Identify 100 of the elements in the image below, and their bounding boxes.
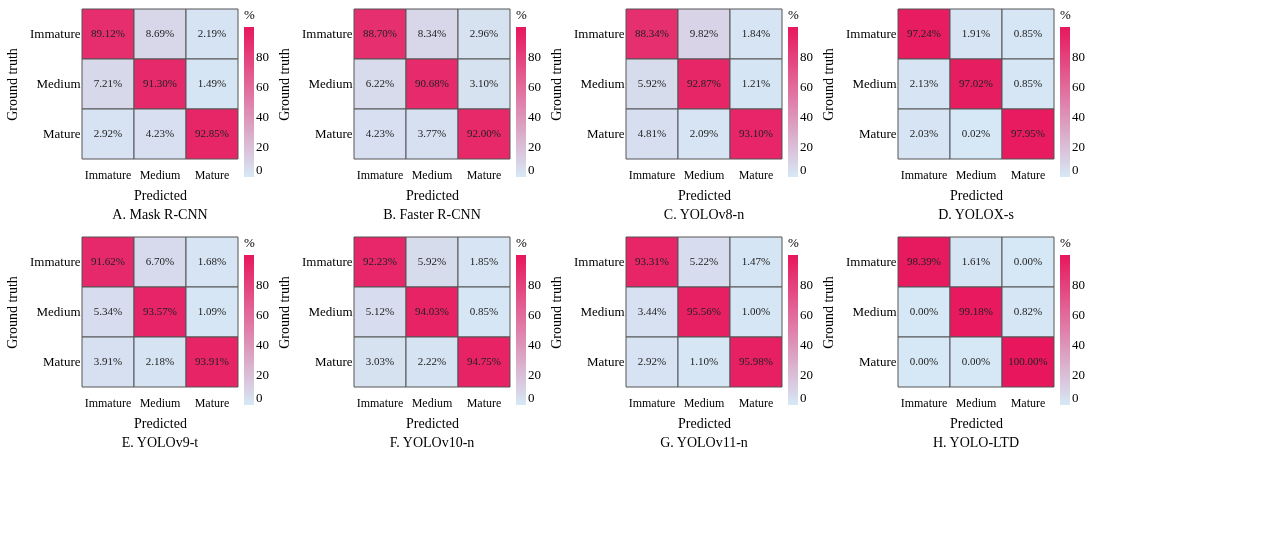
x-tick-label: Immature bbox=[900, 395, 948, 410]
data-label: 92.23% bbox=[363, 255, 397, 267]
data-label: 0.85% bbox=[1013, 77, 1043, 89]
y-tick-label: Immature bbox=[573, 26, 625, 41]
x-tick-label: Immature bbox=[628, 167, 676, 182]
text: G. YOLOv11-n bbox=[660, 435, 748, 450]
data-label: 97.95% bbox=[1011, 127, 1045, 139]
y-tick-label: Immature bbox=[301, 254, 353, 269]
y-tick-label: Medium bbox=[308, 76, 353, 91]
x-tick-label: Mature bbox=[466, 395, 502, 410]
data-label: 94.75% bbox=[467, 355, 501, 367]
data-label: 0.85% bbox=[1013, 27, 1043, 39]
x-tick-label: Mature bbox=[738, 167, 774, 182]
color-bar-label: 0 bbox=[528, 390, 535, 405]
data-label: 4.81% bbox=[637, 127, 667, 139]
text: A. Mask R-CNN bbox=[112, 207, 208, 222]
x-tick-label: Immature bbox=[84, 167, 132, 182]
data-label: 0.82% bbox=[1013, 305, 1043, 317]
y-tick-label: Medium bbox=[308, 304, 353, 319]
x-tick-label: Mature bbox=[194, 167, 230, 182]
x-tick-label: Medium bbox=[683, 395, 725, 410]
data-label: 93.10% bbox=[739, 127, 773, 139]
color-bar-label: 80 bbox=[800, 49, 813, 64]
data-label: 2.18% bbox=[145, 355, 175, 367]
color-bar-label: 60 bbox=[256, 79, 269, 94]
x-tick-label: Mature bbox=[466, 167, 502, 182]
color-bar-title: % bbox=[244, 235, 255, 250]
text: F. YOLOv10-n bbox=[389, 435, 475, 450]
data-label: 1.10% bbox=[689, 355, 719, 367]
data-label: 5.92% bbox=[417, 255, 447, 267]
color-bar-label: 60 bbox=[256, 307, 269, 322]
color-bar-label: 80 bbox=[1072, 49, 1085, 64]
data-label: 2.22% bbox=[417, 355, 447, 367]
x-axis-title: Predicted bbox=[950, 415, 1003, 431]
color-bar-label: 80 bbox=[800, 277, 813, 292]
data-label: 100.00% bbox=[1008, 355, 1048, 367]
color-bar-label: 80 bbox=[528, 277, 541, 292]
y-axis-title: Ground truth bbox=[548, 276, 564, 349]
data-label: 94.03% bbox=[415, 305, 449, 317]
data-label: 5.34% bbox=[93, 305, 123, 317]
data-label: 99.18% bbox=[959, 305, 993, 317]
x-tick-label: Mature bbox=[738, 395, 774, 410]
data-label: 3.77% bbox=[417, 127, 447, 139]
x-tick-label: Medium bbox=[411, 167, 453, 182]
data-label: 0.00% bbox=[1013, 255, 1043, 267]
data-label: 98.39% bbox=[907, 255, 941, 267]
color-bar-label: 40 bbox=[800, 109, 813, 124]
color-bar-title: % bbox=[244, 7, 255, 22]
color-bar-label: 20 bbox=[256, 139, 269, 154]
x-axis-title: Predicted bbox=[678, 415, 731, 431]
x-tick-label: Medium bbox=[411, 395, 453, 410]
color-bar-label: 40 bbox=[528, 109, 541, 124]
color-bar-label: 40 bbox=[800, 337, 813, 352]
color-bar-label: 0 bbox=[800, 162, 807, 177]
color-bar-label: 0 bbox=[1072, 162, 1079, 177]
y-tick-label: Medium bbox=[580, 76, 625, 91]
color-bar-label: 0 bbox=[528, 162, 535, 177]
y-axis-title: Ground truth bbox=[4, 276, 20, 349]
color-bar-label: 40 bbox=[256, 337, 269, 352]
x-tick-label: Medium bbox=[139, 395, 181, 410]
data-label: 2.03% bbox=[909, 127, 939, 139]
data-label: 97.24% bbox=[907, 27, 941, 39]
color-bar-label: 0 bbox=[256, 162, 263, 177]
x-axis-title: Predicted bbox=[406, 187, 459, 203]
color-bar-label: 40 bbox=[1072, 337, 1085, 352]
color-bar-title: % bbox=[516, 235, 527, 250]
text: H. YOLO-LTD bbox=[932, 435, 1020, 450]
data-label: 97.02% bbox=[959, 77, 993, 89]
y-tick-label: Immature bbox=[301, 26, 353, 41]
y-axis-title: Ground truth bbox=[548, 48, 564, 121]
y-tick-label: Mature bbox=[42, 354, 81, 369]
y-tick-label: Immature bbox=[845, 254, 897, 269]
y-tick-label: Immature bbox=[29, 254, 81, 269]
data-label: 1.00% bbox=[741, 305, 771, 317]
y-tick-label: Medium bbox=[852, 76, 897, 91]
data-label: 3.03% bbox=[365, 355, 395, 367]
data-label: 1.85% bbox=[469, 255, 499, 267]
y-tick-label: Medium bbox=[852, 304, 897, 319]
data-label: 0.00% bbox=[909, 305, 939, 317]
data-label: 2.92% bbox=[637, 355, 667, 367]
x-tick-label: Immature bbox=[356, 167, 404, 182]
data-label: 1.68% bbox=[197, 255, 227, 267]
color-bar-label: 60 bbox=[1072, 307, 1085, 322]
data-label: 2.09% bbox=[689, 127, 719, 139]
x-tick-label: Mature bbox=[1010, 395, 1046, 410]
text: B. Faster R-CNN bbox=[383, 207, 481, 222]
data-label: 8.34% bbox=[417, 27, 447, 39]
y-tick-label: Mature bbox=[314, 126, 353, 141]
y-tick-label: Medium bbox=[36, 76, 81, 91]
x-axis-title: Predicted bbox=[134, 415, 187, 431]
data-label: 8.69% bbox=[145, 27, 175, 39]
text: C. YOLOv8-n bbox=[663, 207, 745, 222]
x-tick-label: Medium bbox=[683, 167, 725, 182]
y-tick-label: Immature bbox=[573, 254, 625, 269]
data-label: 6.22% bbox=[365, 77, 395, 89]
data-label: 95.56% bbox=[687, 305, 721, 317]
x-tick-label: Immature bbox=[84, 395, 132, 410]
color-bar-label: 80 bbox=[256, 49, 269, 64]
color-bar-label: 60 bbox=[800, 307, 813, 322]
data-label: 92.00% bbox=[467, 127, 501, 139]
